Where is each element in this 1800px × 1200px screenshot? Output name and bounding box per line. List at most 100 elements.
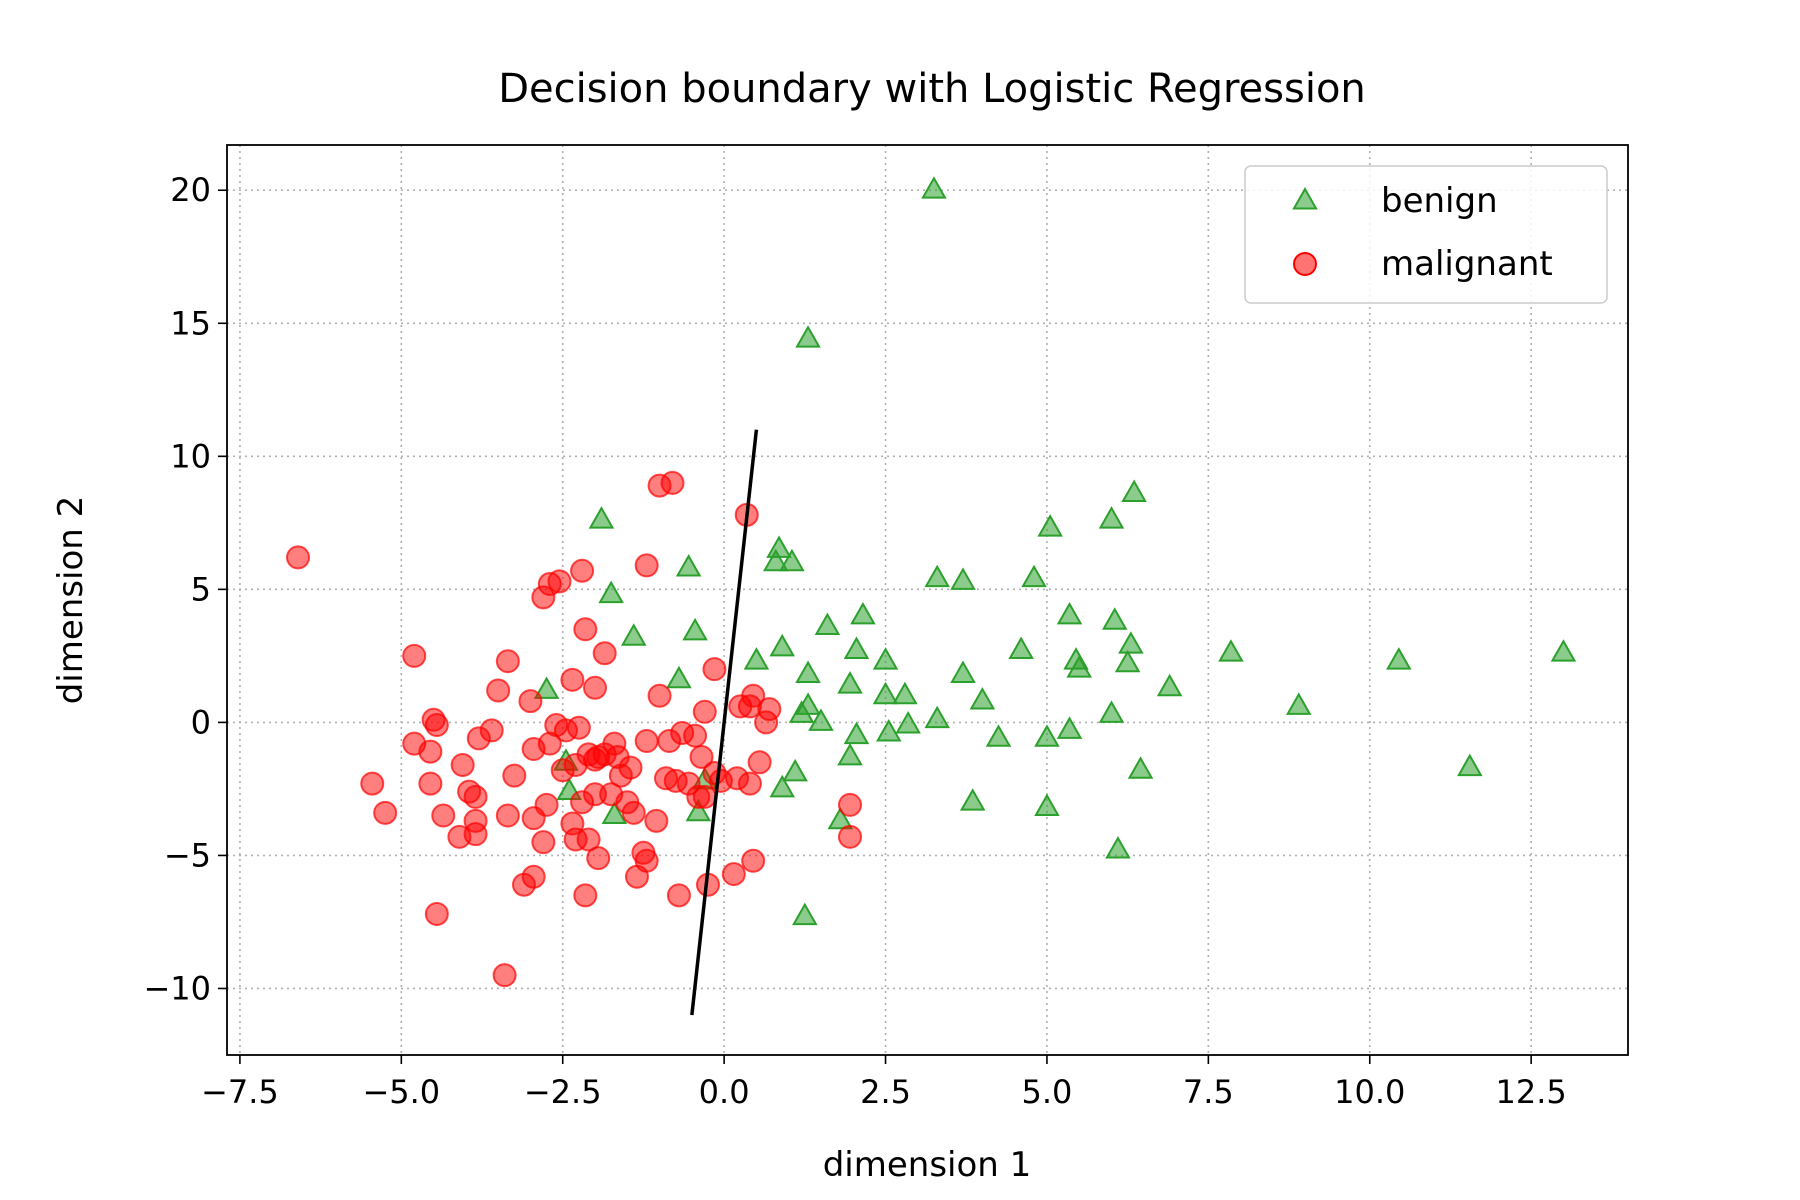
legend-malignant-label: malignant xyxy=(1381,244,1553,284)
malignant-point xyxy=(418,771,443,796)
malignant-point xyxy=(560,811,585,836)
benign-point xyxy=(921,176,947,199)
x-tick-label: 12.5 xyxy=(1496,1073,1567,1111)
chart-title: Decision boundary with Logistic Regressi… xyxy=(498,66,1366,112)
x-tick-label: −2.5 xyxy=(524,1073,602,1111)
legend: benign malignant xyxy=(1244,165,1608,304)
benign-point xyxy=(1386,647,1412,670)
benign-point xyxy=(985,724,1012,747)
malignant-point xyxy=(683,723,708,748)
malignant-point xyxy=(447,824,472,849)
malignant-point xyxy=(570,790,595,815)
benign-point xyxy=(959,788,986,811)
plot-frame xyxy=(226,144,1629,1056)
malignant-point xyxy=(560,667,585,692)
benign-point xyxy=(843,636,870,659)
y-tick-label: 20 xyxy=(170,171,211,209)
malignant-point xyxy=(573,617,598,642)
malignant-point xyxy=(838,792,863,817)
malignant-point xyxy=(521,806,546,831)
malignant-point xyxy=(418,739,443,764)
benign-point xyxy=(1114,649,1141,673)
benign-point xyxy=(1105,836,1131,859)
benign-point xyxy=(743,647,770,670)
benign-point xyxy=(763,548,789,572)
benign-point xyxy=(588,506,615,529)
x-tick-label: −5.0 xyxy=(362,1073,440,1111)
benign-point xyxy=(1101,607,1128,630)
malignant-point xyxy=(754,710,779,735)
malignant-point xyxy=(492,963,517,988)
benign-point xyxy=(666,665,692,689)
malignant-point xyxy=(286,545,311,570)
malignant-point xyxy=(618,755,643,780)
malignant-point xyxy=(547,569,572,594)
malignant-point xyxy=(689,744,714,769)
y-tick-label: 0 xyxy=(191,703,211,741)
legend-benign-marker xyxy=(1292,186,1318,210)
legend-benign-label: benign xyxy=(1381,181,1498,221)
malignant-point xyxy=(486,678,511,703)
benign-point xyxy=(876,719,902,742)
malignant-point xyxy=(702,657,727,682)
malignant-point xyxy=(502,763,527,788)
benign-point xyxy=(533,676,560,699)
benign-point xyxy=(843,721,870,745)
malignant-point xyxy=(660,470,685,495)
benign-point xyxy=(601,801,628,824)
benign-point xyxy=(1034,793,1060,816)
benign-point xyxy=(924,705,950,729)
malignant-point xyxy=(570,558,595,583)
malignant-point xyxy=(495,649,520,674)
malignant-point xyxy=(676,771,701,796)
malignant-point xyxy=(721,862,746,887)
benign-point xyxy=(1118,631,1144,654)
malignant-point xyxy=(737,771,762,796)
malignant-point xyxy=(634,553,659,578)
benign-point xyxy=(1021,564,1047,588)
malignant-point xyxy=(692,784,717,809)
benign-point xyxy=(675,554,702,577)
benign-point xyxy=(924,564,950,588)
benign-point xyxy=(969,687,996,710)
benign-point xyxy=(682,617,708,641)
y-tick-label: −5 xyxy=(164,836,211,874)
benign-point xyxy=(950,660,976,683)
malignant-point xyxy=(838,824,863,849)
malignant-point xyxy=(450,752,475,777)
malignant-point xyxy=(518,689,543,714)
x-tick-label: 5.0 xyxy=(1021,1073,1072,1111)
benign-point xyxy=(1034,724,1060,747)
malignant-point xyxy=(576,827,601,852)
benign-point xyxy=(837,742,863,766)
malignant-point xyxy=(563,752,588,777)
benign-point xyxy=(872,681,899,705)
malignant-point xyxy=(360,771,385,796)
benign-point xyxy=(808,708,834,731)
benign-point xyxy=(782,758,808,782)
x-tick-label: 10.0 xyxy=(1334,1073,1405,1111)
benign-point xyxy=(792,902,818,926)
benign-point xyxy=(895,711,921,734)
malignant-point xyxy=(624,864,649,889)
x-tick-label: 7.5 xyxy=(1183,1073,1234,1111)
malignant-point xyxy=(495,803,520,828)
x-axis-label: dimension 1 xyxy=(823,1145,1032,1185)
malignant-point xyxy=(647,683,672,708)
malignant-point xyxy=(634,729,659,754)
y-tick-label: −10 xyxy=(143,969,211,1007)
x-tick-label: 2.5 xyxy=(860,1073,911,1111)
benign-point xyxy=(795,660,821,683)
benign-point xyxy=(769,633,795,657)
benign-point xyxy=(1156,673,1183,697)
benign-point xyxy=(685,798,712,822)
malignant-point xyxy=(586,846,611,871)
data-points xyxy=(286,176,1577,988)
benign-point xyxy=(1037,514,1063,537)
benign-point xyxy=(1056,601,1083,625)
benign-point xyxy=(1066,655,1092,678)
benign-point xyxy=(814,612,841,636)
benign-point xyxy=(950,567,976,590)
benign-point xyxy=(788,700,815,723)
